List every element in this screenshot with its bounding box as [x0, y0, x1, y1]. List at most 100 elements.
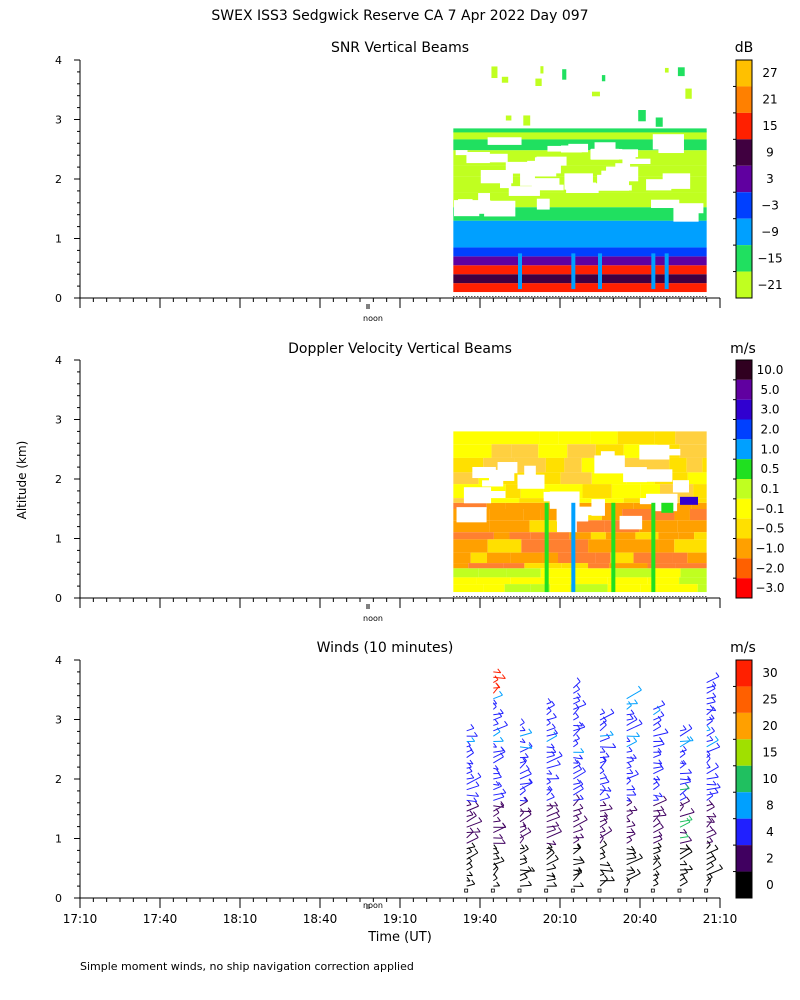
doppler-cell	[582, 484, 612, 499]
doppler-cell	[697, 584, 707, 593]
doppler-cell	[675, 563, 707, 569]
wind-barb	[679, 753, 686, 758]
wind-barb	[466, 794, 479, 797]
wind-barb	[493, 679, 499, 684]
wind-barb-flag	[606, 793, 611, 798]
wind-barb-flag	[664, 728, 669, 733]
wind-barb-flag	[683, 860, 688, 865]
doppler-cell	[647, 577, 680, 585]
wind-barb-flag	[499, 709, 504, 714]
panel-title-winds: Winds (10 minutes)	[317, 640, 454, 656]
snr-gap-cell	[564, 173, 593, 190]
wind-barb-flag	[682, 793, 687, 798]
wind-barb-flag	[683, 828, 688, 834]
doppler-baseline-dot	[525, 596, 527, 597]
wind-barb-flag	[662, 810, 667, 816]
snr-baseline-dot	[618, 296, 620, 297]
wind-barb	[519, 800, 528, 807]
snr-baseline-dot	[471, 296, 473, 297]
doppler-gap-cell	[468, 492, 488, 501]
wind-barb	[599, 781, 610, 785]
doppler-baseline-dot	[558, 596, 560, 597]
snr-cell	[453, 256, 707, 266]
wind-barb	[626, 713, 635, 716]
wind-barb	[546, 704, 555, 710]
doppler-baseline-dot	[630, 596, 632, 597]
doppler-gap-cell	[594, 455, 625, 474]
wind-barb	[653, 784, 660, 791]
wind-barb	[519, 848, 529, 855]
wind-barb	[679, 727, 693, 737]
noon-label-doppler: noon	[363, 614, 383, 623]
wind-barb-flag	[602, 716, 607, 722]
doppler-cell	[519, 498, 553, 503]
snr-baseline-dot	[525, 296, 527, 297]
snr-cell	[540, 66, 544, 74]
wind-barb	[573, 798, 584, 801]
wind-barb	[706, 746, 720, 753]
wind-barb-flag	[501, 674, 506, 679]
wind-barb	[572, 873, 581, 882]
wind-barb	[706, 701, 716, 705]
wind-barb-flag	[495, 848, 500, 854]
wind-barb-flag	[548, 785, 553, 791]
snr-cell	[562, 69, 567, 80]
wind-barb	[546, 831, 562, 839]
wind-barb-flag	[654, 873, 659, 879]
wind-barb-flag	[655, 795, 659, 801]
wind-barb	[706, 859, 717, 866]
wind-barb-flag	[552, 863, 557, 869]
snr-baseline-dot	[600, 296, 602, 297]
snr-baseline-dot	[612, 296, 614, 297]
wind-barb	[706, 806, 715, 812]
wind-barb-flag	[608, 804, 613, 810]
doppler-cell	[572, 568, 612, 578]
snr-baseline-dot	[570, 296, 572, 297]
calm-wind-marker	[677, 888, 682, 893]
wind-barb	[626, 757, 637, 759]
wind-barb	[519, 760, 527, 764]
wind-barb-flag	[610, 708, 615, 714]
wind-barb-flag	[710, 851, 715, 857]
wind-barb-flag	[601, 848, 606, 853]
wind-barb-flag	[629, 714, 634, 720]
wind-barb	[573, 703, 587, 710]
snr-cell	[598, 253, 602, 290]
doppler-cell	[478, 568, 507, 578]
wind-barb-flag	[477, 772, 482, 778]
wind-barb	[493, 694, 503, 700]
wind-barb	[652, 813, 661, 823]
colorbar-swatch-snr	[736, 245, 752, 272]
wind-barb	[653, 814, 667, 817]
wind-barb-flag	[558, 751, 563, 757]
panel-title-snr: SNR Vertical Beams	[331, 40, 469, 56]
snr-baseline-dot	[705, 296, 707, 297]
wind-barb-flag	[627, 776, 632, 782]
wind-barb	[706, 766, 711, 769]
wind-barb	[706, 792, 719, 796]
snr-baseline-dot	[681, 296, 683, 297]
wind-barb-flag	[578, 809, 582, 814]
snr-baseline-dot	[642, 296, 644, 297]
doppler-cell	[538, 444, 568, 458]
wind-barb-flag	[604, 874, 608, 880]
wind-barb-flag	[556, 812, 561, 818]
doppler-cell	[611, 502, 616, 593]
wind-barb	[653, 822, 661, 828]
y-tick-label-winds: 4	[55, 654, 62, 667]
wind-barb-flag	[474, 833, 479, 838]
y-tick-label-doppler: 4	[55, 354, 62, 367]
doppler-cell	[483, 584, 505, 593]
doppler-cell	[694, 532, 707, 540]
wind-barb-flag	[494, 719, 499, 725]
doppler-cell	[571, 502, 576, 593]
wind-barb-flag	[547, 846, 552, 851]
y-tick-label-winds: 2	[55, 773, 62, 786]
wind-barb	[466, 785, 480, 791]
wind-barb	[679, 788, 690, 791]
snr-gap-cell	[606, 149, 639, 158]
doppler-cell	[560, 472, 592, 485]
doppler-baseline-dot	[540, 596, 542, 597]
wind-barb	[519, 861, 528, 866]
wind-barb-flag	[630, 709, 635, 715]
